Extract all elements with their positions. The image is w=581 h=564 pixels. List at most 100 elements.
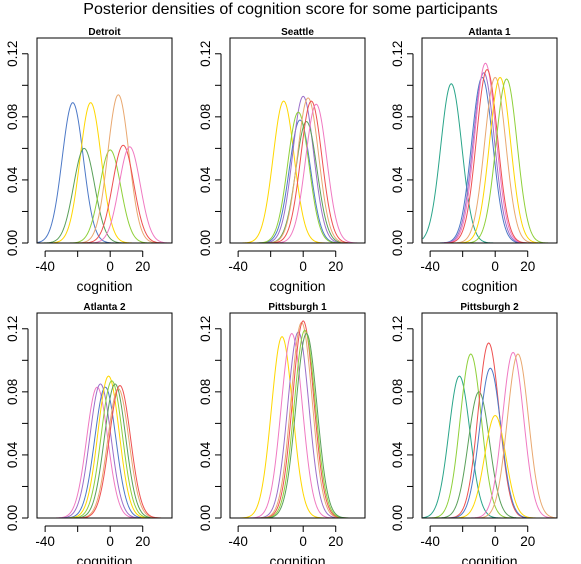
- plot-frame: [421, 37, 558, 244]
- x-tick-label: -40: [35, 259, 55, 274]
- density-curve-3: [67, 149, 153, 244]
- density-curve-2: [260, 95, 346, 244]
- y-tick-label: 0.08: [390, 379, 405, 405]
- y-axis: 0.00 0.04 0.08 0.12: [390, 316, 414, 531]
- y-tick-label: 0.00: [198, 230, 213, 256]
- panel-title: Atlanta 1: [468, 27, 511, 38]
- y-tick-label: 0.08: [5, 379, 20, 405]
- density-curve-6: [457, 76, 543, 244]
- x-tick-label: 20: [328, 534, 343, 549]
- density-curve-5: [262, 329, 348, 519]
- y-tick-label: 0.08: [390, 104, 405, 130]
- x-axis-label: cognition: [76, 553, 132, 564]
- y-axis: 0.00 0.04 0.08 0.12: [5, 316, 29, 531]
- density-curve-7: [273, 103, 359, 244]
- density-curve-1: [48, 102, 133, 244]
- x-tick-label: 0: [299, 259, 307, 274]
- panel-4: Pittsburgh 1-40 0 20cognition0.000.040.080…: [198, 302, 366, 564]
- x-axis-label: cognition: [269, 553, 325, 564]
- y-tick-label: 0.00: [5, 505, 20, 531]
- y-tick-label: 0.04: [390, 166, 405, 193]
- density-curve-0: [239, 336, 325, 519]
- x-tick-label: 20: [520, 259, 535, 274]
- y-axis: 0.00 0.04 0.08 0.12: [390, 41, 414, 256]
- x-tick-label: 0: [106, 534, 114, 549]
- y-tick-label: 0.00: [5, 230, 20, 256]
- x-tick-label: 20: [328, 259, 343, 274]
- density-curve-3: [66, 375, 151, 519]
- x-tick-label: 20: [520, 534, 535, 549]
- y-axis: 0.00 0.04 0.08 0.12: [198, 316, 222, 531]
- plot-frame: [36, 312, 173, 519]
- x-tick-label: 0: [491, 259, 499, 274]
- x-tick-label: 20: [135, 534, 150, 549]
- density-curve-6: [87, 146, 172, 244]
- panel-5: Pittsburgh 2-40 0 20cognition0.000.040.080…: [390, 302, 558, 564]
- y-tick-label: 0.12: [198, 316, 213, 342]
- density-curve-1: [58, 383, 143, 519]
- y-tick-label: 0.12: [198, 41, 213, 67]
- y-tick-label: 0.04: [5, 441, 20, 468]
- density-curve-3: [443, 62, 528, 244]
- x-tick-label: -40: [420, 534, 440, 549]
- density-curve-2: [436, 391, 522, 519]
- y-tick-label: 0.00: [198, 505, 213, 531]
- density-curve-7: [464, 78, 549, 244]
- y-tick-label: 0.12: [390, 41, 405, 67]
- panel-title: Atlanta 2: [83, 302, 126, 313]
- y-tick-label: 0.08: [198, 104, 213, 130]
- y-tick-label: 0.04: [198, 441, 213, 468]
- density-curve-6: [470, 351, 556, 519]
- panel-title: Seattle: [281, 27, 314, 38]
- density-curve-7: [475, 353, 557, 519]
- density-curve-5: [452, 76, 538, 244]
- density-curve-1: [428, 353, 514, 519]
- x-axis-label: cognition: [461, 553, 517, 564]
- x-axis-label: cognition: [461, 278, 517, 294]
- y-tick-label: 0.12: [390, 316, 405, 342]
- density-curve-0: [422, 83, 494, 244]
- density-curve-1: [257, 119, 343, 244]
- plot-frame: [36, 37, 173, 244]
- density-curve-4: [444, 68, 530, 244]
- plot-frame: [421, 312, 558, 519]
- y-tick-label: 0.04: [390, 441, 405, 468]
- density-curve-7: [77, 384, 163, 519]
- density-curve-4: [260, 320, 346, 519]
- figure-title: Posterior densities of cognition score f…: [83, 1, 498, 18]
- y-axis: 0.00 0.04 0.08 0.12: [5, 41, 29, 256]
- density-curve-5: [72, 383, 158, 519]
- x-tick-label: -40: [228, 534, 248, 549]
- y-tick-label: 0.12: [5, 316, 20, 342]
- density-curve-5: [80, 144, 166, 244]
- density-curve-4: [69, 380, 155, 519]
- panel-title: Detroit: [88, 27, 121, 38]
- density-curve-6: [264, 332, 349, 519]
- density-curve-1: [439, 76, 525, 244]
- y-tick-label: 0.04: [5, 166, 20, 193]
- x-axis-label: cognition: [76, 278, 132, 294]
- y-tick-label: 0.00: [390, 505, 405, 531]
- density-curve-2: [41, 147, 127, 244]
- x-tick-label: -40: [35, 534, 55, 549]
- y-tick-label: 0.04: [198, 166, 213, 193]
- x-axis-label: cognition: [269, 278, 325, 294]
- x-tick-label: 0: [299, 534, 307, 549]
- x-tick-label: 20: [135, 259, 150, 274]
- plot-frame: [229, 37, 366, 244]
- y-tick-label: 0.08: [5, 104, 20, 130]
- density-curve-4: [76, 94, 161, 244]
- y-tick-label: 0.00: [390, 230, 405, 256]
- density-curve-0: [54, 386, 140, 519]
- density-curve-2: [63, 386, 148, 519]
- x-tick-label: -40: [420, 259, 440, 274]
